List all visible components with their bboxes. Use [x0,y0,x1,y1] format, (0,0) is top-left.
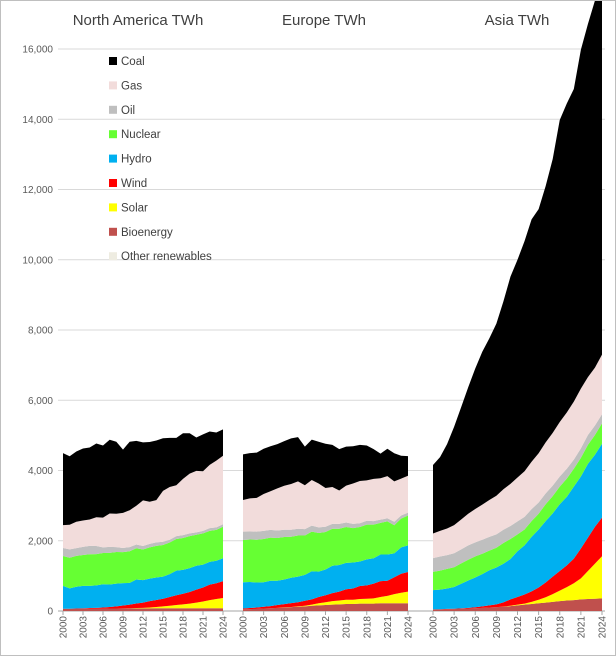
x-tick-label: 2006 [99,616,110,639]
legend: Coal Gas Oil Nuclear Hydro Wind Solar Bioenergy… [109,56,212,263]
x-tick-label: 2012 [139,616,150,639]
x-tick-label: 2006 [280,616,291,639]
area-coal [63,429,223,526]
panel-title: North America TWh [73,12,204,29]
x-tick-label: 2012 [513,616,524,639]
panel-title: Europe TWh [282,12,366,29]
area-nuclear [433,423,602,591]
area-wind [63,581,223,609]
area-bioenergy [243,603,408,611]
x-tick-label: 2009 [492,616,503,639]
area-oil [243,512,408,541]
x-tick-label: 2021 [576,616,587,639]
area-oil [433,414,602,572]
legend-swatch-bioenergy [109,227,117,236]
x-tick-label: 2024 [598,616,609,639]
panel-europe-twh: Europe TWh 2000 2003 2006 2009 2012 2015 2018 20… [239,12,415,638]
y-tick-label: 8,000 [28,326,53,337]
legend-swatch-other-renewables [109,252,117,261]
legend-swatch-wind [109,179,117,187]
area-hydro [433,443,602,610]
x-tick-label: 2015 [534,616,545,639]
legend-label-wind: Wind [121,178,147,190]
x-tick-label: 2015 [159,616,170,639]
area-hydro [63,558,223,609]
x-tick-label: 2021 [199,616,210,639]
panel-title: Asia TWh [485,12,550,29]
area-coal [243,437,408,500]
legend-swatch-coal [109,57,117,65]
legend-label-other-renewables: Other renewables [121,251,212,263]
legend-swatch-gas [109,81,117,90]
area-gas [63,455,223,550]
x-tick-label: 2000 [239,616,250,639]
area-nuclear [63,526,223,589]
x-tick-label: 2018 [555,616,566,639]
area-hydro [243,545,408,609]
y-tick-label: 14,000 [22,115,53,126]
area-bioenergy [63,608,223,611]
x-tick-label: 2003 [259,616,270,639]
panel-north-america-twh: North America TWh 2000 2003 2006 2009 2012 201… [59,12,230,638]
legend-label-hydro: Hydro [121,154,152,166]
y-tick-label: 12,000 [22,185,53,196]
y-tick-label: 16,000 [22,45,53,56]
x-tick-label: 2012 [321,616,332,639]
x-tick-label: 2024 [404,616,415,639]
legend-label-nuclear: Nuclear [121,129,161,141]
y-tick-label: 0 [47,607,53,618]
legend-swatch-oil [109,105,117,114]
area-solar [63,598,223,609]
panel-asia-twh: Asia TWh 2000 2003 2006 2009 2012 2015 2018 2021… [429,1,609,638]
legend-label-bioenergy: Bioenergy [121,227,173,239]
area-wind [243,572,408,610]
area-nuclear [243,515,408,583]
x-tick-label: 2006 [471,616,482,639]
legend-swatch-hydro [109,154,117,163]
area-coal [433,1,602,534]
x-tick-label: 2000 [429,616,440,639]
area-gas [433,354,602,559]
y-tick-label: 2,000 [28,536,53,547]
y-tick-label: 10,000 [22,255,53,266]
x-tick-label: 2003 [450,616,461,639]
area-oil [63,524,223,558]
legend-label-oil: Oil [121,105,135,117]
legend-label-solar: Solar [121,202,148,214]
area-bioenergy [433,598,602,611]
area-solar [243,591,408,610]
x-tick-label: 2003 [79,616,90,639]
area-gas [243,475,408,532]
y-tick-label: 4,000 [28,466,53,477]
area-wind [433,517,602,610]
x-tick-label: 2009 [300,616,311,639]
legend-label-gas: Gas [121,80,142,92]
legend-label-coal: Coal [121,56,145,68]
x-tick-label: 2021 [383,616,394,639]
legend-swatch-nuclear [109,130,117,139]
x-tick-label: 2018 [362,616,373,639]
x-tick-label: 2018 [179,616,190,639]
x-tick-label: 2024 [219,616,230,639]
x-tick-label: 2009 [119,616,130,639]
x-tick-label: 2015 [342,616,353,639]
y-tick-label: 6,000 [28,396,53,407]
x-tick-label: 2000 [59,616,70,639]
area-solar [433,556,602,610]
legend-swatch-solar [109,203,117,212]
